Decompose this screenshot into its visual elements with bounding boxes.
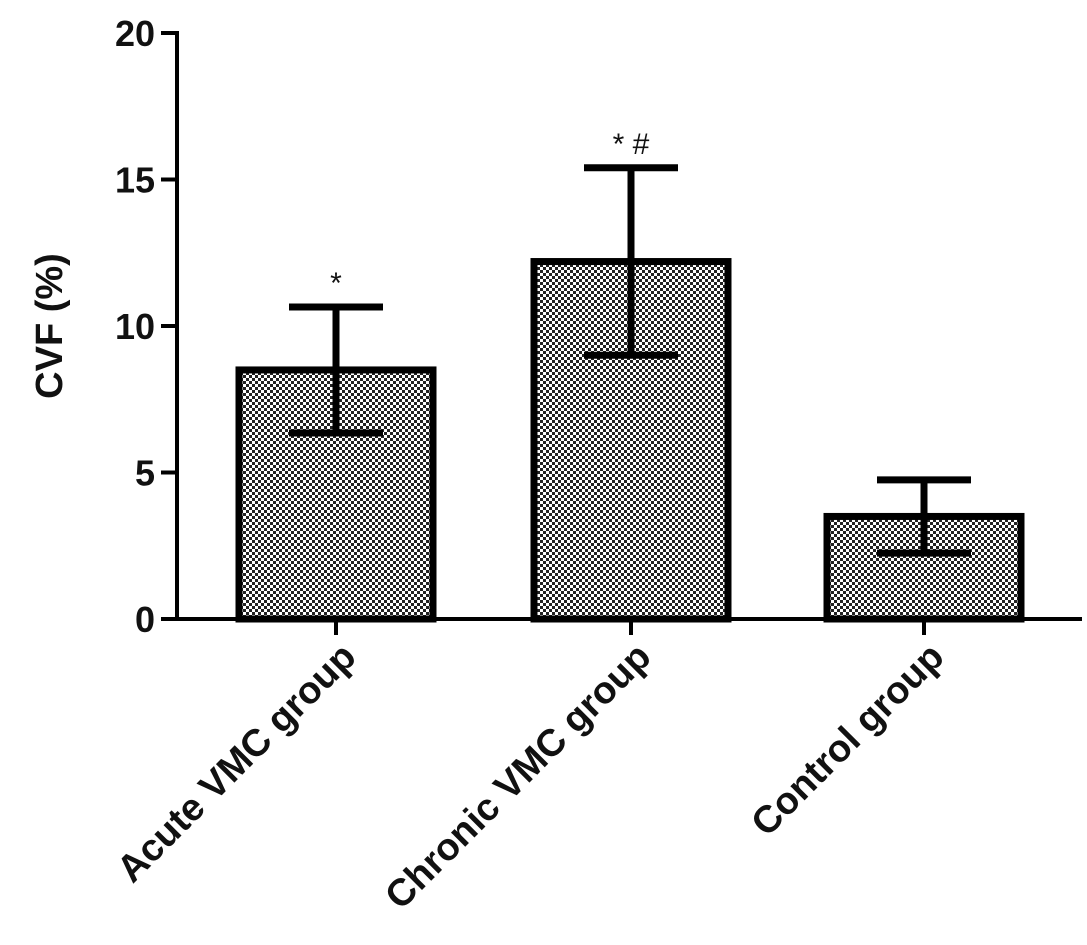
y-tick-label-0: 0 xyxy=(135,599,155,640)
y-tick-label-3: 15 xyxy=(115,160,155,201)
x-tick-label-1: Chronic VMC group xyxy=(377,636,659,918)
x-tick-label-0: Acute VMC group xyxy=(109,636,364,891)
x-tick-label-2: Control group xyxy=(744,636,953,845)
y-tick-label-1: 5 xyxy=(135,453,155,494)
y-tick-label-4: 20 xyxy=(115,13,155,54)
y-tick-label-2: 10 xyxy=(115,306,155,347)
y-axis-label: CVF (%) xyxy=(29,253,71,399)
significance-label-0: * xyxy=(330,267,342,300)
significance-label-1: * # xyxy=(613,128,650,161)
